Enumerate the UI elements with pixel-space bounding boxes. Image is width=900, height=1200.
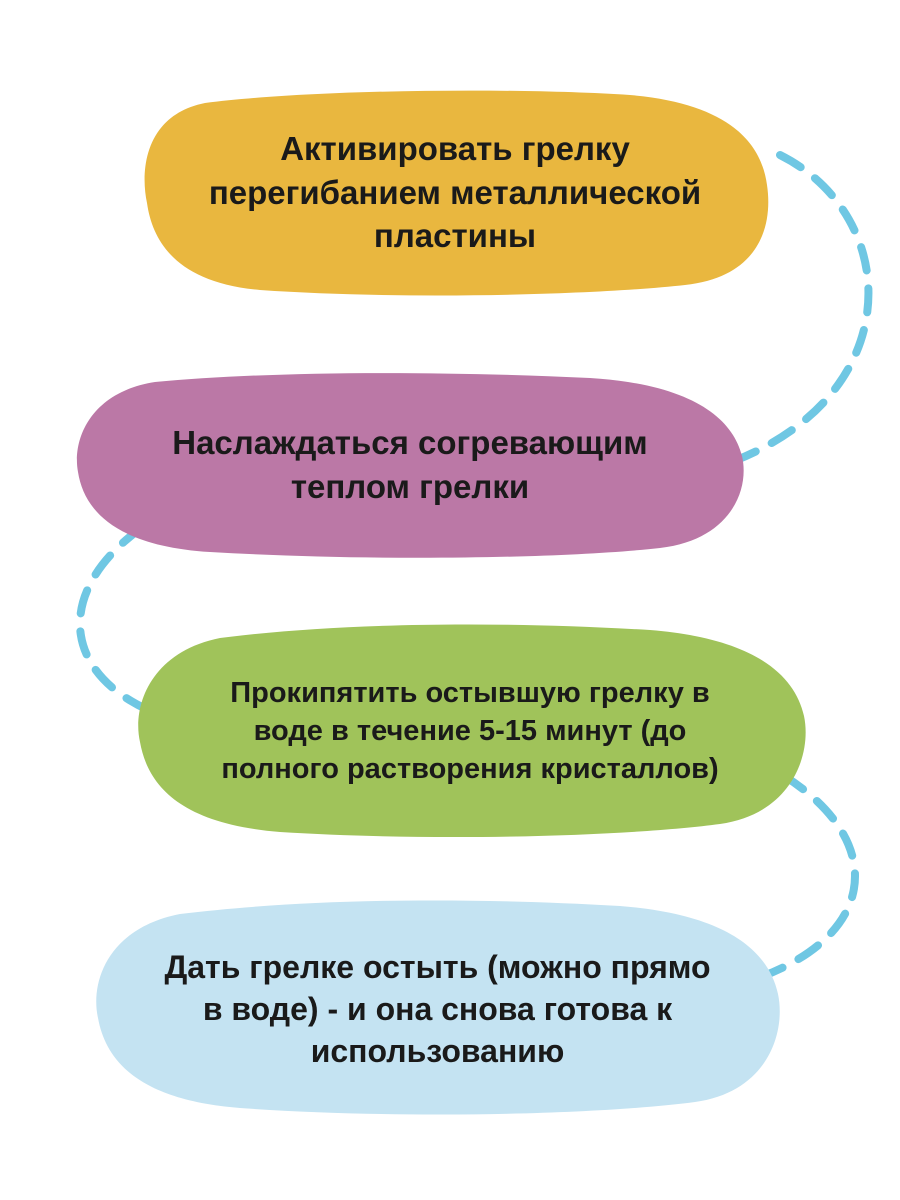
step-blob-2-text: Наслаждаться согревающим теплом грелки <box>60 421 760 508</box>
step-blob-3-text: Прокипятить остывшую грелку в воде в теч… <box>120 674 820 789</box>
infographic-stage: Активировать грелку перегибанием металли… <box>0 0 900 1200</box>
step-blob-3: Прокипятить остывшую грелку в воде в теч… <box>120 622 820 840</box>
step-blob-4-text: Дать грелке остыть (можно прямо в воде) … <box>80 946 795 1073</box>
step-blob-2: Наслаждаться согревающим теплом грелки <box>60 370 760 560</box>
step-blob-1: Активировать грелку перегибанием металли… <box>125 85 785 300</box>
step-blob-4: Дать грелке остыть (можно прямо в воде) … <box>80 900 795 1118</box>
step-blob-1-text: Активировать грелку перегибанием металли… <box>125 127 785 258</box>
